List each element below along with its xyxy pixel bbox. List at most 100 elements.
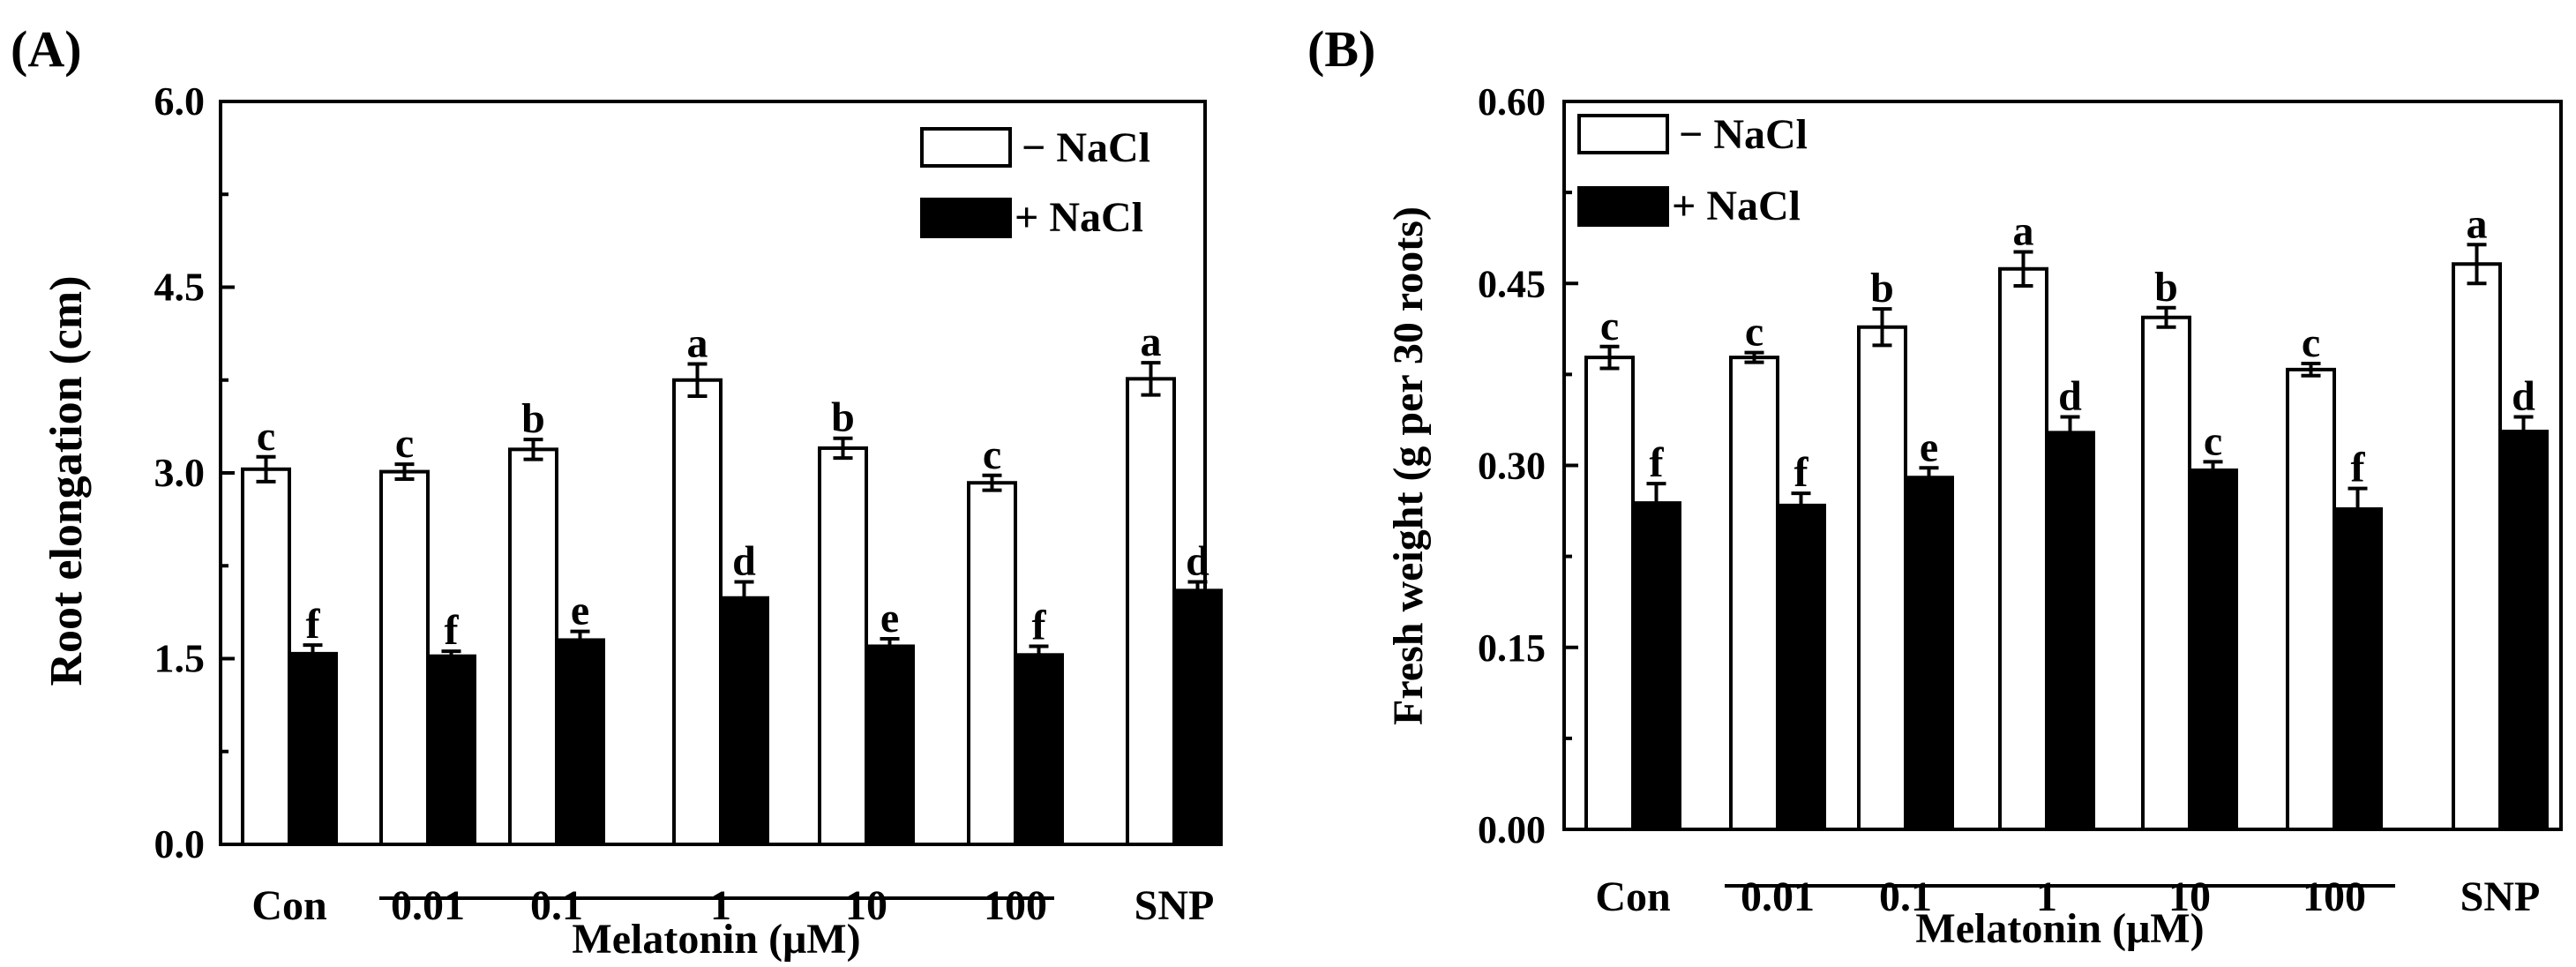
panel-b-significance-letter: c [2204, 417, 2222, 464]
panel-a-x-tick-label: SNP [1134, 882, 1215, 929]
panel-a-bar-plus-nacl [865, 644, 915, 847]
panel-a-x-tick-label: 0.01 [391, 882, 465, 929]
panel-b-y-tick-label: 0.30 [1478, 445, 1546, 488]
panel-b-bar-minus-nacl [2452, 262, 2502, 831]
panel-a-significance-letter: f [1032, 602, 1047, 648]
panel-b-significance-letter: c [2302, 319, 2320, 366]
panel-a-significance-letter: b [831, 394, 855, 441]
panel-b-legend-swatch-minus [1577, 114, 1669, 154]
panel-b-y-ticks: 0.00 0.15 0.30 0.45 0.60 [1478, 80, 1578, 851]
panel-b-significance-letter: c [1745, 309, 1764, 356]
panel-b-y-tick-label: 0.45 [1478, 262, 1546, 305]
panel-b: (B) Fresh weight (g per 30 roots) 0.000.… [1307, 20, 2563, 952]
panel-b-significance-letter: e [1920, 424, 1938, 470]
panel-a-significance-letter: d [732, 537, 756, 584]
panel-b-bar-minus-nacl [1998, 266, 2048, 831]
panel-a-bar-plus-nacl [719, 596, 769, 847]
panel-a: (A) Root elongation (cm) 0.0 1.5 3.0 4.5 6.0… [11, 20, 1223, 963]
panel-b-group-label: Melatonin (μM) [1915, 905, 2204, 952]
panel-b-significance-letter: d [2058, 373, 2082, 420]
panel-a-significance-letter: c [257, 413, 275, 460]
panel-b-bar-plus-nacl [1776, 503, 1826, 831]
panel-b-x-tick-label: 10 [2168, 873, 2211, 920]
panel-b-bar-minus-nacl [1584, 356, 1635, 831]
panel-a-bar-plus-nacl [288, 651, 338, 846]
panel-a-y-axis-label: Root elongation (cm) [41, 275, 92, 686]
panel-a-y-ticks: 0.0 1.5 3.0 4.5 6.0 [154, 79, 235, 866]
panel-a-bar-minus-nacl [379, 469, 430, 846]
panel-b-y-tick-label: 0.15 [1478, 626, 1546, 670]
panel-b-x-tick-label: 100 [2303, 873, 2366, 920]
panel-a-significance-letter: c [983, 431, 1001, 478]
panel-a-significance-letter: a [1141, 319, 1162, 365]
panel-a-bar-plus-nacl [555, 638, 605, 847]
panel-b-bars: c c b a b c a f f e d c f d [1584, 200, 2549, 831]
panel-a-significance-letter: b [521, 395, 545, 442]
panel-b-bar-plus-nacl [2045, 431, 2095, 831]
panel-b-x-tick-label: 1 [2036, 873, 2057, 920]
panel-b-label: (B) [1307, 20, 1375, 78]
panel-b-legend: − NaCl + NaCl [1577, 111, 1808, 229]
panel-b-bar-minus-nacl [1857, 325, 1907, 831]
panel-a-bar-plus-nacl [426, 654, 476, 847]
panel-a-significance-letter: a [687, 320, 708, 367]
panel-b-y-axis-label: Fresh weight (g per 30 roots) [1385, 206, 1432, 725]
panel-b-legend-swatch-plus [1577, 186, 1669, 227]
panel-a-legend-plus-nacl: + NaCl [1015, 194, 1143, 241]
panel-a-bar-minus-nacl [241, 467, 291, 846]
panel-b-legend-plus-nacl: + NaCl [1672, 183, 1801, 229]
panel-a-x-tick-label: 1 [710, 882, 731, 929]
panel-b-bar-plus-nacl [1904, 476, 1954, 831]
panel-a-x-tick-labels: Con 0.01 0.1 1 10 100 SNP [251, 882, 1214, 929]
panel-b-significance-letter: f [2351, 445, 2366, 491]
panel-b-bar-plus-nacl [2333, 507, 2383, 831]
panel-b-bar-minus-nacl [2141, 315, 2191, 831]
panel-a-group-label: Melatonin (μM) [572, 916, 860, 963]
panel-b-legend-minus-nacl: − NaCl [1679, 111, 1808, 158]
panel-a-legend-swatch-plus [920, 198, 1012, 238]
panel-a-bars: c c b a b c a f f e d e f d [241, 319, 1223, 847]
panel-a-bar-minus-nacl [967, 481, 1017, 847]
panel-a-y-tick-label: 1.5 [154, 636, 206, 681]
panel-b-bar-minus-nacl [2286, 367, 2336, 831]
panel-b-y-tick-label: 0.00 [1478, 808, 1546, 851]
panel-b-significance-letter: b [1870, 265, 1894, 311]
panel-a-x-tick-label: 0.1 [530, 882, 583, 929]
panel-a-legend: − NaCl + NaCl [920, 124, 1150, 241]
panel-a-significance-letter: f [306, 601, 321, 648]
panel-a-significance-letter: e [571, 588, 589, 634]
panel-b-significance-letter: f [1794, 449, 1809, 496]
panel-a-bar-minus-nacl [1126, 377, 1176, 846]
panel-b-significance-letter: c [1600, 303, 1619, 349]
panel-b-x-tick-label: SNP [2460, 873, 2541, 920]
panel-b-significance-letter: a [2013, 208, 2034, 255]
panel-a-y-tick-label: 0.0 [154, 821, 206, 866]
panel-b-significance-letter: f [1650, 439, 1665, 486]
panel-a-bar-minus-nacl [818, 446, 868, 846]
panel-a-significance-letter: f [445, 607, 460, 654]
panel-a-bar-minus-nacl [672, 378, 723, 846]
panel-b-x-tick-labels: Con 0.01 0.1 1 10 100 SNP [1595, 873, 2540, 920]
panel-a-legend-swatch-minus [920, 127, 1012, 168]
panel-a-bar-minus-nacl [508, 447, 558, 846]
panel-b-bar-plus-nacl [2498, 430, 2549, 831]
panel-a-bar-plus-nacl [1172, 588, 1223, 846]
panel-a-x-tick-label: 10 [845, 882, 887, 929]
panel-b-y-tick-label: 0.60 [1478, 80, 1546, 124]
panel-a-bar-plus-nacl [1014, 653, 1064, 846]
panel-a-y-tick-label: 4.5 [154, 265, 206, 310]
panel-a-y-tick-label: 3.0 [154, 450, 206, 495]
panel-b-x-tick-label: Con [1595, 873, 1670, 920]
panel-b-x-tick-label: 0.1 [1879, 873, 1932, 920]
panel-b-significance-letter: d [2512, 373, 2535, 420]
panel-a-label: (A) [11, 20, 82, 78]
panel-a-x-tick-label: 100 [984, 882, 1047, 929]
panel-a-significance-letter: c [395, 420, 414, 467]
panel-a-y-tick-label: 6.0 [154, 79, 206, 124]
panel-b-bar-minus-nacl [1729, 356, 1779, 831]
panel-a-significance-letter: d [1186, 537, 1209, 584]
panel-a-significance-letter: e [880, 595, 899, 641]
panel-b-bar-plus-nacl [2188, 469, 2238, 831]
panel-b-bar-plus-nacl [1631, 501, 1681, 831]
